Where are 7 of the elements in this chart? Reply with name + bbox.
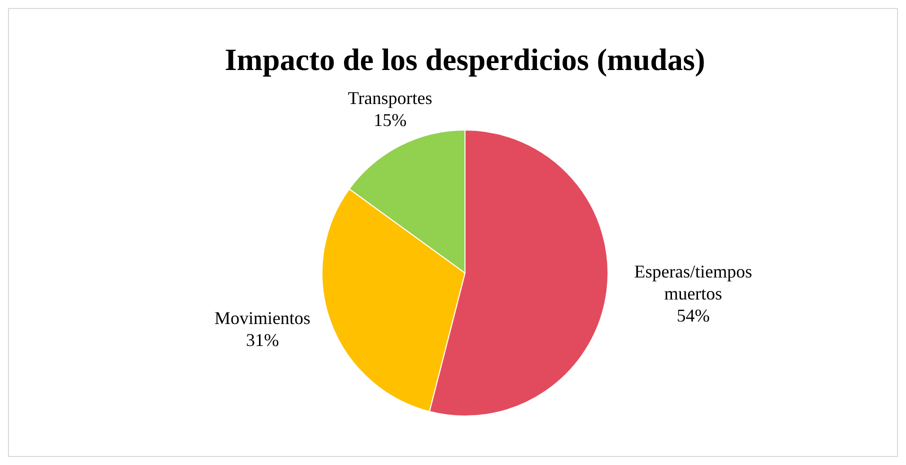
slice-label: Movimientos — [214, 308, 310, 328]
data-label: 54% — [676, 306, 710, 326]
chart-title: Impacto de los desperdicios (mudas) — [224, 42, 706, 77]
slice-label: Esperas/tiempos muertos — [634, 262, 752, 304]
data-label: 31% — [246, 330, 279, 350]
slice-label: Transportes — [348, 88, 432, 108]
data-label: 15% — [374, 110, 407, 130]
